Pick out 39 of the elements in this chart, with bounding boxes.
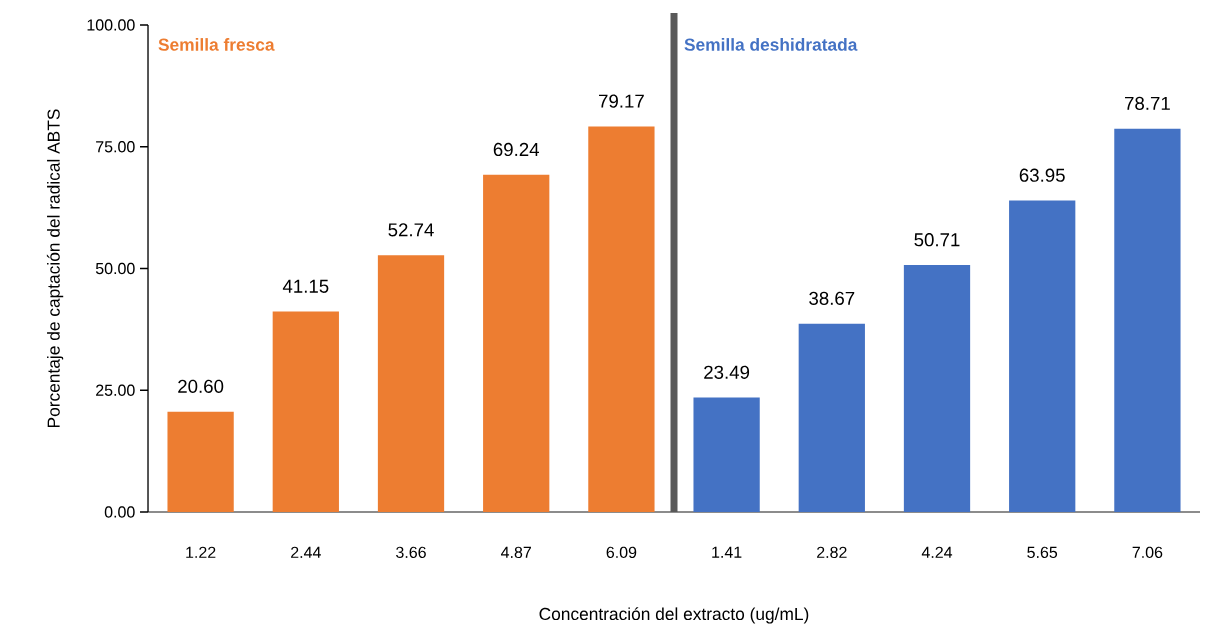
text: Semilla fresca bbox=[158, 38, 275, 51]
x-axis-title: Concentración del extracto (ug/mL) bbox=[539, 607, 809, 624]
data-label: 20.60 bbox=[178, 379, 224, 393]
bar bbox=[167, 411, 234, 512]
y-tick-label: 100.00 bbox=[87, 19, 135, 31]
y-tick-label: 75.00 bbox=[96, 141, 135, 153]
bar bbox=[588, 126, 655, 512]
bar bbox=[272, 311, 339, 512]
x-tick-label: 5.65 bbox=[1027, 546, 1058, 559]
x-tick-label: 1.22 bbox=[186, 546, 216, 558]
x-tick-label: 4.87 bbox=[501, 546, 531, 559]
data-label: 78.71 bbox=[1125, 96, 1170, 110]
bar bbox=[1114, 128, 1181, 512]
y-tick-label: 25.00 bbox=[96, 384, 135, 396]
bar bbox=[798, 323, 865, 512]
data-label: 38.67 bbox=[809, 291, 855, 305]
y-axis-title: Porcentaje de captación del radical ABTS bbox=[46, 109, 64, 428]
data-label: 41.15 bbox=[282, 279, 329, 293]
bar bbox=[483, 174, 550, 512]
x-tick-label: 2.82 bbox=[817, 546, 847, 559]
data-label: 63.95 bbox=[1019, 168, 1065, 182]
x-tick-label: 7.06 bbox=[1132, 546, 1163, 559]
text: Semilla deshidratada bbox=[684, 38, 858, 51]
bar bbox=[903, 265, 971, 512]
data-label: 79.17 bbox=[599, 94, 644, 108]
data-label: 69.24 bbox=[493, 142, 540, 157]
bar bbox=[693, 397, 760, 512]
bar bbox=[1009, 200, 1076, 512]
x-tick-label: 1.41 bbox=[712, 546, 742, 558]
y-tick-label: 50.00 bbox=[95, 262, 135, 275]
x-tick-label: 6.09 bbox=[606, 546, 637, 559]
bar bbox=[377, 255, 445, 512]
data-label: 23.49 bbox=[704, 365, 750, 379]
x-tick-label: 4.24 bbox=[921, 546, 953, 558]
data-label: 50.71 bbox=[914, 233, 960, 247]
x-tick-label: 2.44 bbox=[291, 546, 321, 558]
y-tick-label: 0.00 bbox=[104, 506, 135, 518]
data-label: 52.74 bbox=[388, 223, 434, 237]
x-tick-label: 3.66 bbox=[396, 546, 426, 559]
